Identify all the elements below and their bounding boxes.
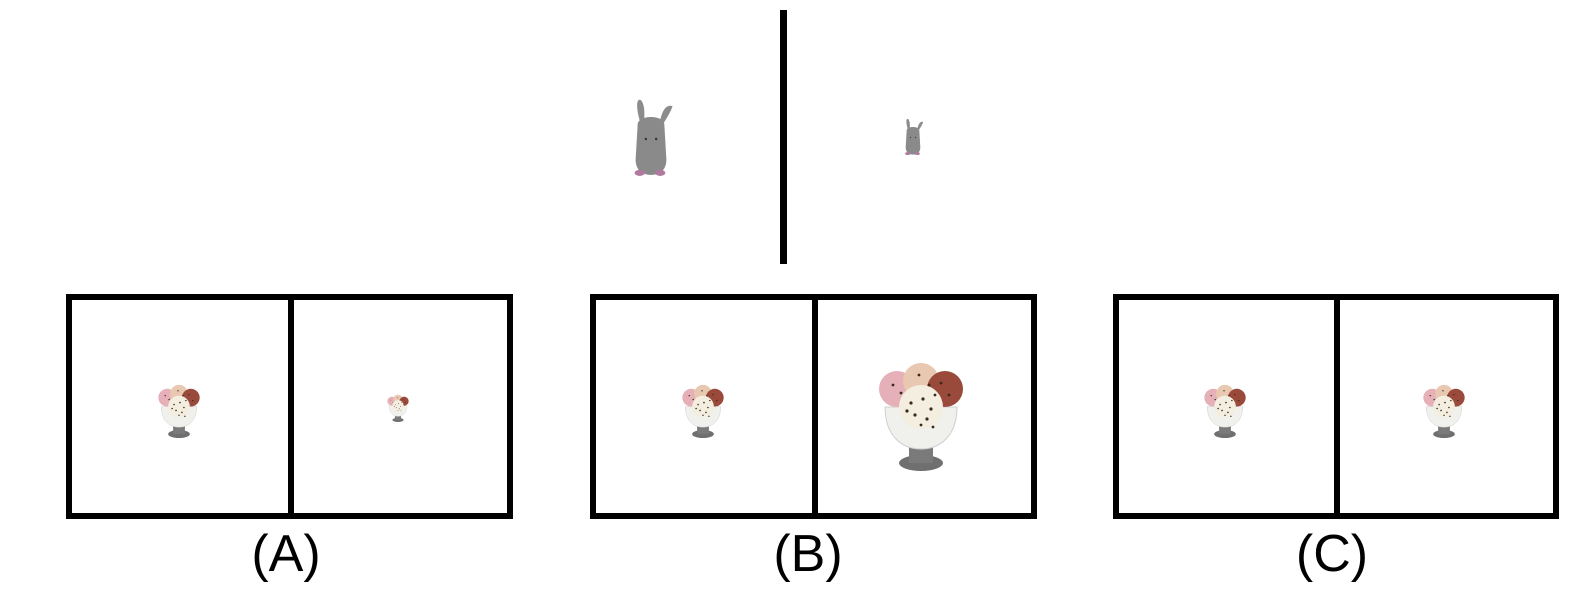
option-b-label: (B) (773, 525, 843, 583)
option-b-divider (812, 300, 818, 513)
option-a-label: (A) (251, 525, 321, 583)
option-c-panel[interactable] (1113, 294, 1559, 519)
ice-cream-icon-c-right (1423, 384, 1465, 439)
option-c-divider (1334, 300, 1340, 513)
ice-cream-icon-a-right (387, 394, 409, 423)
bunny-icon-small (905, 118, 924, 156)
top-divider (780, 10, 787, 264)
option-c-label: (C) (1295, 525, 1369, 583)
option-b-panel[interactable] (590, 294, 1037, 519)
bunny-icon-large (634, 99, 673, 176)
ice-cream-icon-b-right (878, 362, 964, 472)
ice-cream-icon-a-left (158, 384, 200, 439)
ice-cream-icon-c-left (1204, 384, 1246, 439)
ice-cream-icon-b-left (682, 384, 724, 439)
option-a-divider (288, 300, 294, 513)
option-a-panel[interactable] (66, 294, 513, 519)
